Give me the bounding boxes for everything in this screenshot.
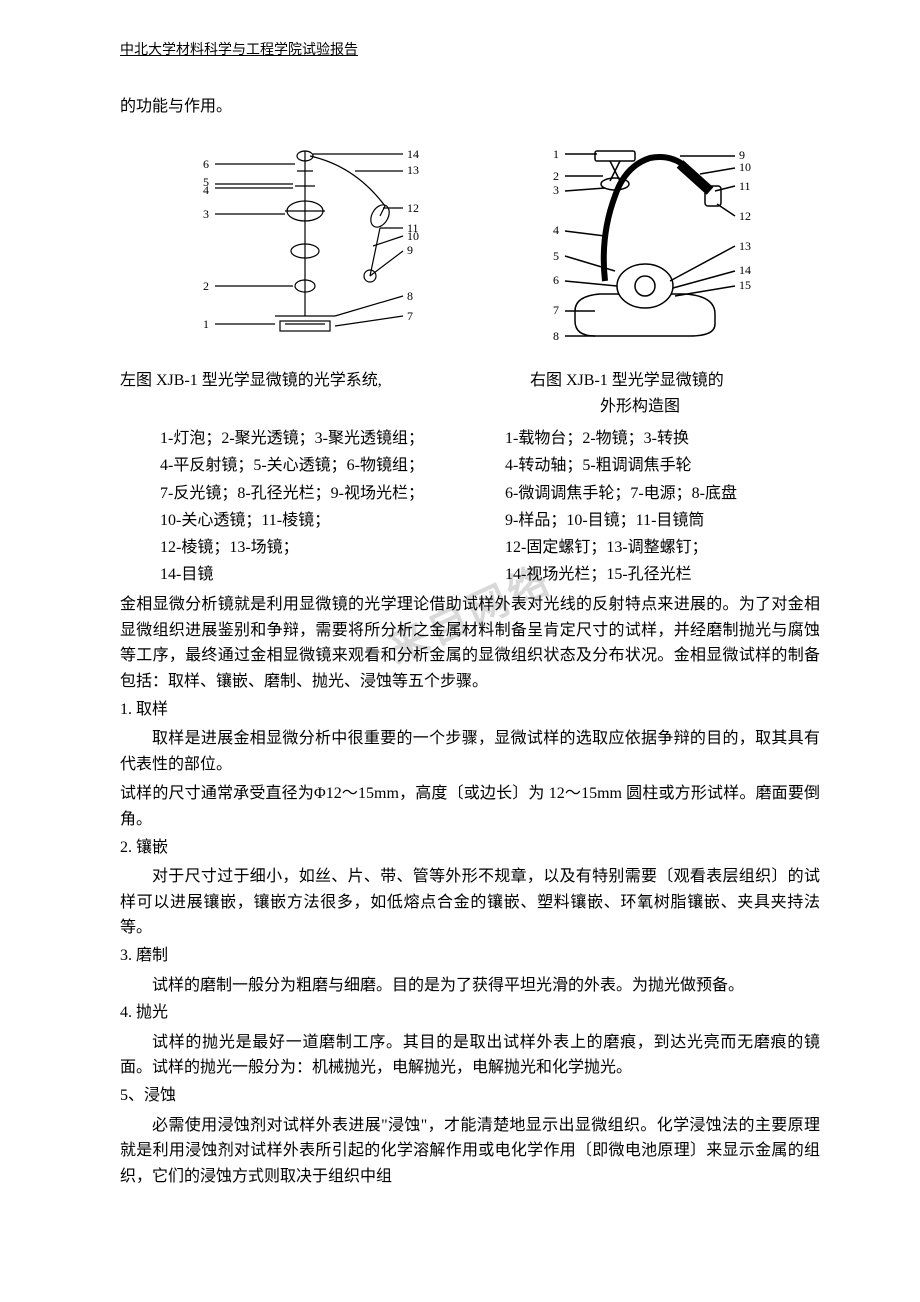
dr-r4: 13 (739, 239, 751, 253)
page-header: 中北大学材料科学与工程学院试验报告 (120, 40, 820, 64)
dl-r5: 9 (407, 243, 413, 257)
diagram-row: 6 5 4 3 2 1 14 13 12 11 10 9 8 7 (120, 136, 820, 356)
dl-r7: 7 (407, 309, 413, 323)
dr-l6: 7 (553, 303, 559, 317)
legend-left-5: 14-目镜 (160, 561, 475, 588)
dl-r0: 14 (407, 147, 419, 161)
diagram-left: 6 5 4 3 2 1 14 13 12 11 10 9 8 7 (155, 136, 435, 356)
dr-r5: 14 (739, 263, 751, 277)
sec-1-num: 1. 取样 (120, 697, 820, 723)
dr-l0: 1 (553, 147, 559, 161)
dr-l3: 4 (553, 223, 559, 237)
legend-right-1: 4-转动轴；5-粗调调焦手轮 (505, 452, 820, 479)
dl-l2: 4 (203, 183, 209, 197)
legend-right-2: 6-微调调焦手轮；7-电源；8-底盘 (505, 480, 820, 507)
legend-right-3: 9-样品；10-目镜；11-目镜筒 (505, 507, 820, 534)
body-p1: 金相显微分析镜就是利用显微镜的光学理论借助试样外表对光线的反射特点来进展的。为了… (120, 592, 820, 694)
sec-5-num: 5、浸蚀 (120, 1083, 820, 1109)
sec-1-tail: 试样的尺寸通常承受直径为Φ12～15mm，高度〔或边长〕为 12～15mm 圆柱… (120, 781, 820, 832)
dr-r6: 15 (739, 278, 751, 292)
legend-left-3: 10-关心透镜；11-棱镜； (160, 507, 475, 534)
caption-right: 右图 XJB-1 型光学显微镜的 外形构造图 (490, 368, 820, 419)
legend-right-5: 14-视场光栏；15-孔径光栏 (505, 561, 820, 588)
dr-r3: 12 (739, 209, 751, 223)
sec-4-num: 4. 抛光 (120, 1000, 820, 1026)
sec-2-text: 对于尺寸过于细小，如丝、片、带、管等外形不规章，以及有特别需要〔观看表层组织〕的… (120, 864, 820, 941)
dr-l4: 5 (553, 249, 559, 263)
legend-left-2: 7-反光镜；8-孔径光栏；9-视场光栏； (160, 480, 475, 507)
intro-text: 的功能与作用。 (120, 94, 820, 120)
legend-left-4: 12-棱镜；13-场镜； (160, 534, 475, 561)
caption-left: 左图 XJB-1 型光学显微镜的光学系统, (120, 368, 450, 419)
sec-5-text: 必需使用浸蚀剂对试样外表进展"浸蚀"，才能清楚地显示出显微组织。化学浸蚀法的主要… (120, 1113, 820, 1190)
legend-left-col: 1-灯泡；2-聚光透镜；3-聚光透镜组； 4-平反射镜；5-关心透镜；6-物镜组… (120, 425, 475, 588)
dr-l1: 2 (553, 169, 559, 183)
legend-left-0: 1-灯泡；2-聚光透镜；3-聚光透镜组； (160, 425, 475, 452)
caption-right-l2: 外形构造图 (490, 394, 820, 420)
dl-r2: 12 (407, 201, 419, 215)
dl-l3: 3 (203, 207, 209, 221)
legend-right-4: 12-固定螺钉；13-调整螺钉； (505, 534, 820, 561)
legend-right-0: 1-载物台；2-物镜；3-转换 (505, 425, 820, 452)
dl-l4: 2 (203, 279, 209, 293)
legend-left-1: 4-平反射镜；5-关心透镜；6-物镜组； (160, 452, 475, 479)
sec-2-num: 2. 镶嵌 (120, 835, 820, 861)
dl-l5: 1 (203, 317, 209, 331)
dr-l7: 8 (553, 329, 559, 343)
dr-r2: 11 (739, 179, 751, 193)
dl-r6: 8 (407, 289, 413, 303)
dl-r1: 13 (407, 163, 419, 177)
caption-right-l1: 右图 XJB-1 型光学显微镜的 (490, 368, 820, 394)
dr-l2: 3 (553, 183, 559, 197)
sec-3-num: 3. 磨制 (120, 943, 820, 969)
dr-l5: 6 (553, 273, 559, 287)
legend-row: 1-灯泡；2-聚光透镜；3-聚光透镜组； 4-平反射镜；5-关心透镜；6-物镜组… (120, 425, 820, 588)
dl-r4: 10 (407, 229, 419, 243)
sec-4-text: 试样的抛光是最好一道磨制工序。其目的是取出试样外表上的磨痕，到达光亮而无磨痕的镜… (120, 1030, 820, 1081)
sec-3-text: 试样的磨制一般分为粗磨与细磨。目的是为了获得平坦光滑的外表。为抛光做预备。 (120, 973, 820, 999)
caption-row: 左图 XJB-1 型光学显微镜的光学系统, 右图 XJB-1 型光学显微镜的 外… (120, 368, 820, 419)
dl-l0: 6 (203, 157, 209, 171)
legend-right-col: 1-载物台；2-物镜；3-转换 4-转动轴；5-粗调调焦手轮 6-微调调焦手轮；… (495, 425, 820, 588)
diagram-right: 1 2 3 4 5 6 7 8 9 10 11 12 13 14 15 (505, 136, 785, 356)
dr-r1: 10 (739, 160, 751, 174)
sec-1-text: 取样是进展金相显微分析中很重要的一个步骤，显微试样的选取应依据争辩的目的，取其具… (120, 726, 820, 777)
